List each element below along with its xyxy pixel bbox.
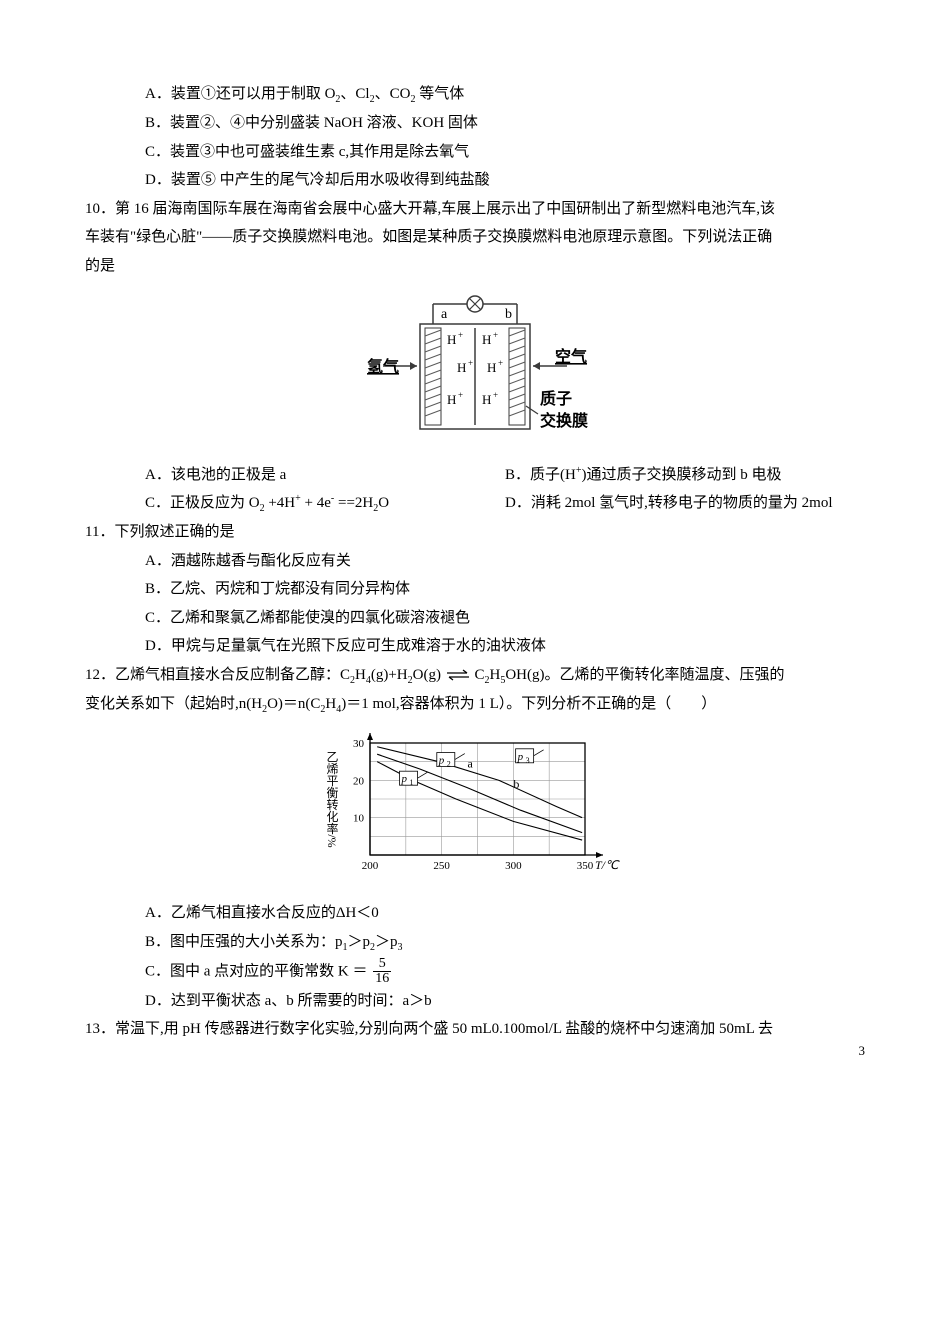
text: C．正极反应为 O bbox=[145, 495, 260, 511]
svg-text:p: p bbox=[401, 773, 408, 785]
equilibrium-arrow-icon bbox=[445, 669, 471, 681]
left-gas-label: 氢气 bbox=[367, 357, 399, 376]
q9-option-d: D．装置⑤ 中产生的尾气冷却后用水吸收得到纯盐酸 bbox=[85, 166, 865, 195]
svg-text:30: 30 bbox=[353, 738, 365, 750]
q11-option-a: A．酒越陈越香与酯化反应有关 bbox=[85, 547, 865, 576]
text: + 4e bbox=[301, 495, 331, 511]
conversion-chart: 200250300350102030p1p2p3abT/℃乙烯平衡转化率/% bbox=[305, 725, 645, 885]
text: C．图中 a 点对应的平衡常数 K ＝ bbox=[145, 963, 368, 979]
q12-stem-line1: 12．乙烯气相直接水合反应制备乙醇：C2H4(g)+H2O(g) C2H5OH(… bbox=[85, 661, 865, 690]
fuel-cell-diagram: a b H+ H+ H+ H+ H+ H+ 氢气 空气 质子 交换膜 bbox=[325, 286, 625, 446]
svg-text:H: H bbox=[487, 360, 496, 375]
q11-option-d: D．甲烷与足量氯气在光照下反应可生成难溶于水的油状液体 bbox=[85, 632, 865, 661]
text: O)＝n(C bbox=[267, 696, 320, 712]
svg-text:3: 3 bbox=[526, 755, 530, 764]
text: OH(g)。乙烯的平衡转化率随温度、压强的 bbox=[505, 667, 784, 683]
membrane-label1: 质子 bbox=[540, 389, 572, 408]
svg-text:a: a bbox=[467, 756, 473, 770]
text: H bbox=[325, 696, 336, 712]
svg-text:20: 20 bbox=[353, 775, 365, 787]
svg-text:10: 10 bbox=[353, 812, 365, 824]
label-a: a bbox=[441, 307, 448, 322]
svg-text:T/℃: T/℃ bbox=[595, 858, 620, 872]
fraction: 516 bbox=[373, 957, 391, 987]
page-number: 3 bbox=[859, 1039, 866, 1064]
svg-text:b: b bbox=[513, 776, 519, 790]
q10-figure: a b H+ H+ H+ H+ H+ H+ 氢气 空气 质子 交换膜 bbox=[85, 286, 865, 457]
membrane-label2: 交换膜 bbox=[540, 411, 588, 430]
q10-option-d: D．消耗 2mol 氢气时,转移电子的物质的量为 2mol bbox=[505, 489, 865, 518]
right-gas-label: 空气 bbox=[555, 347, 587, 366]
q10-row2: C．正极反应为 O2 +4H+ + 4e- ==2H2O D．消耗 2mol 氢… bbox=[85, 489, 865, 518]
q10-stem-line3: 的是 bbox=[85, 252, 865, 281]
svg-text:+: + bbox=[468, 358, 473, 368]
text: H bbox=[490, 667, 501, 683]
text: B．质子(H bbox=[505, 467, 576, 483]
numerator: 5 bbox=[373, 957, 391, 973]
q11-option-b: B．乙烷、丙烷和丁烷都没有同分异构体 bbox=[85, 575, 865, 604]
text: H bbox=[355, 667, 366, 683]
q10-option-a: A．该电池的正极是 a bbox=[145, 461, 505, 490]
svg-text:250: 250 bbox=[433, 860, 450, 872]
q12-stem-line2: 变化关系如下（起始时,n(H2O)＝n(C2H4)＝1 mol,容器体积为 1 … bbox=[85, 690, 865, 719]
text: 等气体 bbox=[415, 86, 464, 102]
q11-stem: 11．下列叙述正确的是 bbox=[85, 518, 865, 547]
text: )＝1 mol,容器体积为 1 L）。下列分析不正确的是（ ） bbox=[341, 696, 716, 712]
q9-option-b: B．装置②、④中分别盛装 NaOH 溶液、KOH 固体 bbox=[85, 109, 865, 138]
q12-option-d: D．达到平衡状态 a、b 所需要的时间：a＞b bbox=[85, 987, 865, 1016]
q12-option-a: A．乙烯气相直接水合反应的ΔH＜0 bbox=[85, 899, 865, 928]
svg-text:300: 300 bbox=[505, 860, 522, 872]
text: A．装置①还可以用于制取 O bbox=[145, 86, 335, 102]
svg-text:乙烯平衡转化率/%: 乙烯平衡转化率/% bbox=[325, 750, 339, 847]
q12-option-b: B．图中压强的大小关系为：p1＞p2＞p3 bbox=[85, 928, 865, 957]
text: B．图中压强的大小关系为：p bbox=[145, 934, 343, 950]
q9-option-a: A．装置①还可以用于制取 O2、Cl2、CO2 等气体 bbox=[85, 80, 865, 109]
text: C bbox=[474, 667, 484, 683]
svg-text:p: p bbox=[517, 750, 524, 762]
denominator: 16 bbox=[373, 972, 391, 987]
text: 12．乙烯气相直接水合反应制备乙醇：C bbox=[85, 667, 350, 683]
svg-text:350: 350 bbox=[577, 860, 594, 872]
q9-option-c: C．装置③中也可盛装维生素 c,其作用是除去氧气 bbox=[85, 138, 865, 167]
subscript: 3 bbox=[398, 942, 403, 953]
svg-text:+: + bbox=[458, 390, 463, 400]
svg-text:200: 200 bbox=[362, 860, 379, 872]
svg-text:1: 1 bbox=[410, 778, 414, 787]
svg-text:+: + bbox=[493, 330, 498, 340]
svg-text:p: p bbox=[438, 754, 445, 766]
text: ＞p bbox=[348, 934, 371, 950]
text: +4H bbox=[265, 495, 296, 511]
text: 变化关系如下（起始时,n(H bbox=[85, 696, 262, 712]
label-b: b bbox=[505, 307, 512, 322]
svg-text:2: 2 bbox=[447, 759, 451, 768]
text: 、Cl bbox=[340, 86, 369, 102]
q10-option-c: C．正极反应为 O2 +4H+ + 4e- ==2H2O bbox=[145, 489, 505, 518]
text: )通过质子交换膜移动到 b 电极 bbox=[581, 467, 781, 483]
text: O(g) bbox=[413, 667, 441, 683]
svg-text:+: + bbox=[498, 358, 503, 368]
q10-stem-line1: 10．第 16 届海南国际车展在海南省会展中心盛大开幕,车展上展示出了中国研制出… bbox=[85, 195, 865, 224]
q10-stem-line2: 车装有"绿色心脏"——质子交换膜燃料电池。如图是某种质子交换膜燃料电池原理示意图… bbox=[85, 223, 865, 252]
q10-option-b: B．质子(H+)通过质子交换膜移动到 b 电极 bbox=[505, 461, 865, 490]
svg-text:H: H bbox=[447, 392, 456, 407]
text: ＞p bbox=[375, 934, 398, 950]
q12-chart: 200250300350102030p1p2p3abT/℃乙烯平衡转化率/% bbox=[85, 725, 865, 896]
svg-text:H: H bbox=[447, 332, 456, 347]
svg-text:+: + bbox=[493, 390, 498, 400]
q11-option-c: C．乙烯和聚氯乙烯都能使溴的四氯化碳溶液褪色 bbox=[85, 604, 865, 633]
text: O bbox=[378, 495, 389, 511]
svg-text:+: + bbox=[458, 330, 463, 340]
q12-option-c: C．图中 a 点对应的平衡常数 K ＝ 516 bbox=[85, 957, 865, 987]
svg-text:H: H bbox=[482, 332, 491, 347]
q10-row1: A．该电池的正极是 a B．质子(H+)通过质子交换膜移动到 b 电极 bbox=[85, 461, 865, 490]
text: (g)+H bbox=[371, 667, 408, 683]
text: 、CO bbox=[375, 86, 411, 102]
svg-text:H: H bbox=[457, 360, 466, 375]
svg-text:H: H bbox=[482, 392, 491, 407]
text: ==2H bbox=[334, 495, 373, 511]
q13-stem: 13．常温下,用 pH 传感器进行数字化实验,分别向两个盛 50 mL0.100… bbox=[85, 1015, 865, 1044]
